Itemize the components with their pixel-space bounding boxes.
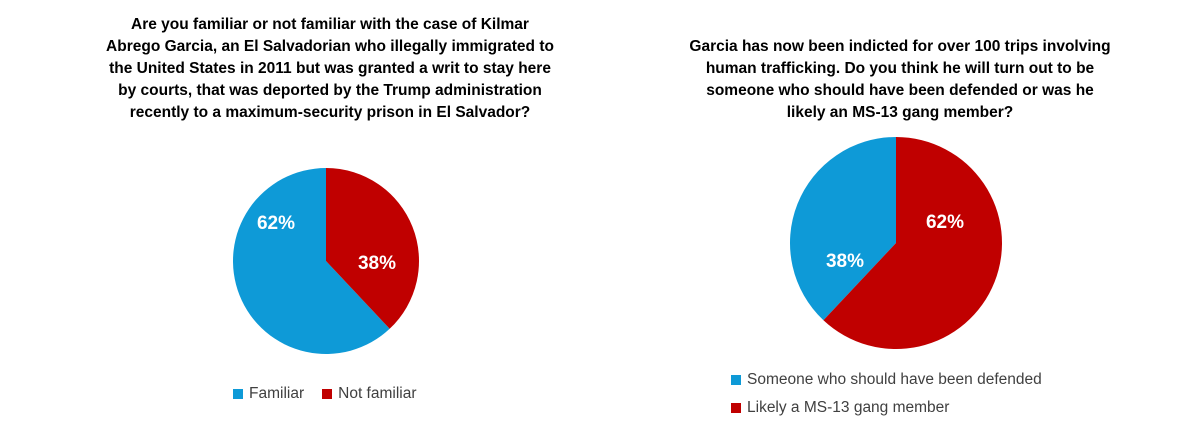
pie-chart: 62% 38%: [232, 168, 419, 354]
legend: Familiar Not familiar: [233, 385, 417, 403]
data-label: 62%: [926, 212, 964, 233]
chart-familiarity: Are you familiar or not familiar with th…: [0, 14, 660, 403]
legend-label: Familiar: [249, 385, 305, 402]
data-label: 38%: [358, 253, 396, 274]
title-line: someone who should have been defended or…: [706, 82, 1094, 99]
chart-title: Garcia has now been indicted for over 10…: [660, 36, 1140, 124]
title-line: human trafficking. Do you think he will …: [705, 60, 1095, 77]
title-line: by courts, that was deported by the Trum…: [118, 82, 542, 99]
chart-title: Are you familiar or not familiar with th…: [0, 14, 660, 124]
pie-slice-likely-a-ms-13-gang-member: [823, 137, 1002, 349]
data-label: 62%: [257, 213, 295, 234]
title-line: the United States in 2011 but was grante…: [109, 60, 551, 77]
legend-swatch: [731, 403, 741, 413]
legend-entry-familiar: Familiar: [233, 385, 304, 403]
legend-label: Likely a MS-13 gang member: [747, 399, 950, 416]
legend-label: Someone who should have been defended: [747, 371, 1042, 388]
legend: Someone who should have been defended Li…: [731, 366, 1042, 422]
legend-swatch: [731, 375, 741, 385]
title-line: Are you familiar or not familiar with th…: [131, 16, 529, 33]
pie-slice-familiar: [232, 168, 390, 354]
legend-entry-defended: Someone who should have been defended: [731, 366, 1042, 394]
legend-label: Not familiar: [338, 385, 417, 402]
legend-swatch: [322, 389, 333, 399]
pie-chart: 38% 62%: [790, 137, 1002, 349]
pie-slice-not-familiar: [326, 168, 419, 329]
title-line: Abrego Garcia, an El Salvadorian who ill…: [106, 38, 554, 55]
legend-entry-gang-member: Likely a MS-13 gang member: [731, 394, 1042, 422]
title-line: Garcia has now been indicted for over 10…: [689, 38, 1111, 55]
legend-entry-not-familiar: Not familiar: [322, 385, 417, 403]
title-line: likely an MS-13 gang member?: [786, 104, 1014, 121]
pie-slice-someone-who-should-have-been-defended: [790, 137, 896, 321]
chart-defended-or-gang: Garcia has now been indicted for over 10…: [660, 0, 1191, 416]
legend-swatch: [233, 389, 243, 399]
title-line: recently to a maximum-security prison in…: [129, 104, 531, 121]
data-label: 38%: [826, 251, 864, 272]
